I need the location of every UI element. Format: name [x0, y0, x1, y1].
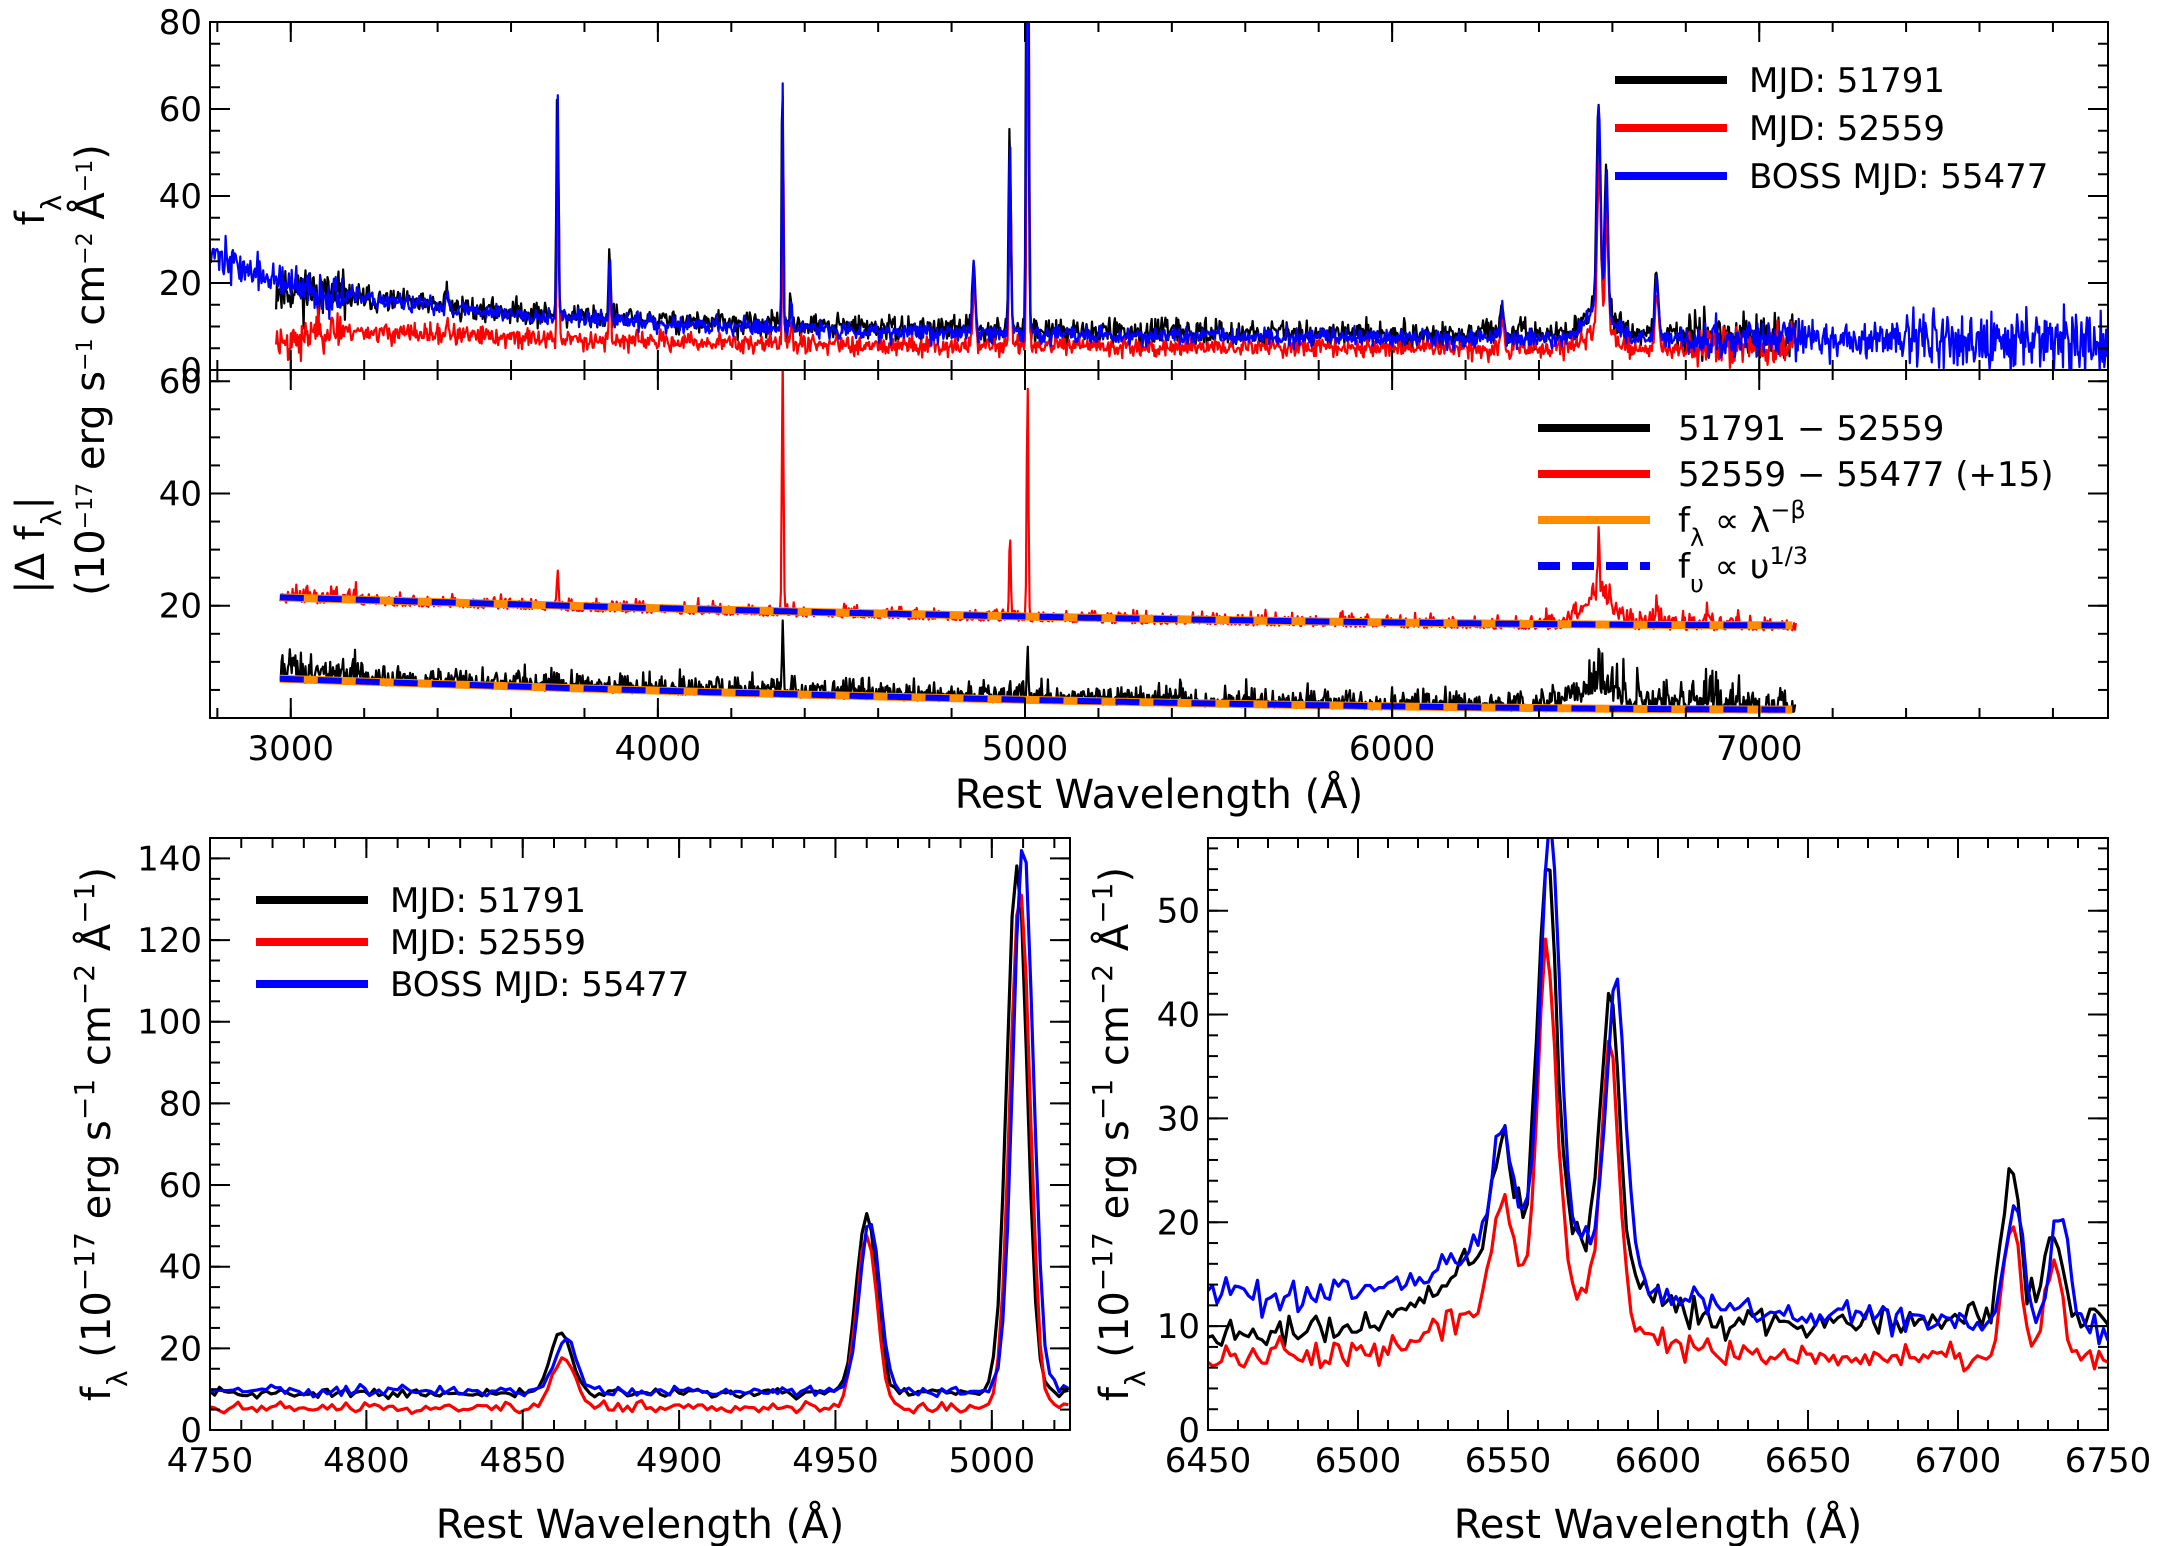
- y-tick-label: 60: [159, 1166, 202, 1206]
- y-axis-label: |Δ fλ|: [8, 496, 68, 594]
- x-tick-label: 6600: [1615, 1441, 1702, 1481]
- y-axis-label: fλ (10−17 erg s−1 cm−2 Å−1): [1086, 867, 1152, 1401]
- x-tick-label: 6000: [1349, 729, 1436, 769]
- disk-model-line: [279, 675, 1793, 713]
- legend-label: fυ ∝ υ1/3: [1678, 542, 1808, 598]
- y-tick-label: 100: [137, 1003, 202, 1043]
- x-tick-label: 4850: [479, 1441, 566, 1481]
- spectrum-line: [1208, 937, 2108, 1373]
- spectrum-line: [210, 893, 1069, 1416]
- spectrum-line: [275, 22, 1797, 369]
- x-tick-label: 4950: [792, 1441, 879, 1481]
- x-tick-label: 6750: [2065, 1441, 2152, 1481]
- spectrum-line: [275, 22, 1797, 362]
- y-axis-label: fλ (10−17 erg s−1 cm−2 Å−1): [68, 867, 134, 1401]
- y-tick-label: 0: [180, 1411, 202, 1451]
- y-tick-label: 20: [159, 264, 202, 304]
- top-spectra-panel: 0 20 40 60 80 MJD: 51791 MJD: 52559 BOSS MJD: 5…: [8, 3, 2109, 391]
- y-tick-label: 80: [159, 1084, 202, 1124]
- plot-frame: [209, 369, 2109, 719]
- y-tick-label: 30: [1157, 1099, 1200, 1139]
- x-tick-label: 3000: [248, 729, 335, 769]
- y-tick-label: 80: [159, 3, 202, 43]
- y-tick-label: 60: [159, 90, 202, 130]
- y-tick-label: 0: [1178, 1411, 1200, 1451]
- x-axis-label: Rest Wavelength (Å): [1454, 1500, 1862, 1546]
- y-axis-label: fλ: [8, 195, 68, 226]
- y-tick-label: 50: [1157, 892, 1200, 932]
- spectrum-line: [1208, 838, 2108, 1346]
- legend-item-label: MJD: 52559: [1749, 109, 1945, 149]
- y-tick-label: 60: [159, 362, 202, 402]
- powerlaw-fit-line: [279, 593, 1793, 630]
- difference-line: [278, 370, 1797, 632]
- legend-item-label: BOSS MJD: 55477: [1749, 157, 2048, 197]
- x-tick-label: 6500: [1315, 1441, 1402, 1481]
- legend-label: fλ ∝ λ−β: [1678, 496, 1806, 552]
- spectrum-line: [1208, 867, 2108, 1348]
- x-tick-label: 4000: [615, 729, 702, 769]
- x-tick-label: 4900: [636, 1441, 723, 1481]
- x-tick-label: 6450: [1165, 1441, 1252, 1481]
- y-tick-label: 120: [137, 921, 202, 961]
- y-tick-label: 20: [159, 1329, 202, 1369]
- y-tick-label: 10: [1157, 1307, 1200, 1347]
- plot-frame: [209, 837, 1071, 1431]
- legend-item-label: MJD: 51791: [390, 881, 586, 921]
- legend-label: 51791 − 52559: [1678, 409, 1944, 449]
- disk-model-line: [279, 594, 1793, 629]
- legend-item-label: MJD: 51791: [1749, 61, 1945, 101]
- y-tick-label: 40: [1157, 996, 1200, 1036]
- y-tick-label: 0: [180, 351, 202, 391]
- halpha-zoom-panel: 6450 6500 6550 6600 6650 6700 6750 0 10 20 30 40 50 R…: [1086, 837, 2152, 1546]
- shared-unit-label: (10−17 erg s−1 cm−2 Å−1): [66, 144, 114, 596]
- x-tick-label: 5000: [949, 1441, 1036, 1481]
- x-tick-label: 6650: [1765, 1441, 1852, 1481]
- y-tick-label: 40: [159, 177, 202, 217]
- x-tick-label: 5000: [982, 729, 1069, 769]
- x-tick-label: 4750: [167, 1441, 254, 1481]
- x-tick-label: 4800: [323, 1441, 410, 1481]
- y-tick-label: 20: [1157, 1203, 1200, 1243]
- legend-item-label: MJD: 52559: [390, 923, 586, 963]
- x-axis-label: Rest Wavelength (Å): [436, 1500, 844, 1546]
- spectrum-line: [210, 22, 2108, 370]
- difference-spectra-panel: 3000 4000 5000 6000 7000 20 40 60 51791 − 52559 5…: [8, 144, 2109, 818]
- hbeta-oiii-zoom-panel: 4750 4800 4850 4900 4950 5000 0 20 40 60 80 100 120 1…: [68, 837, 1071, 1546]
- y-tick-label: 40: [159, 474, 202, 514]
- legend-label: 52559 − 55477 (+15): [1678, 455, 2054, 495]
- x-axis-label: Rest Wavelength (Å): [955, 770, 1363, 818]
- y-tick-label: 140: [137, 839, 202, 879]
- x-tick-label: 6550: [1465, 1441, 1552, 1481]
- legend-item-label: BOSS MJD: 55477: [390, 965, 689, 1005]
- y-tick-label: 40: [159, 1248, 202, 1288]
- y-tick-label: 20: [159, 587, 202, 627]
- spectrum-line: [210, 849, 1070, 1399]
- x-tick-label: 7000: [1716, 729, 1803, 769]
- x-tick-label: 6700: [1915, 1441, 2002, 1481]
